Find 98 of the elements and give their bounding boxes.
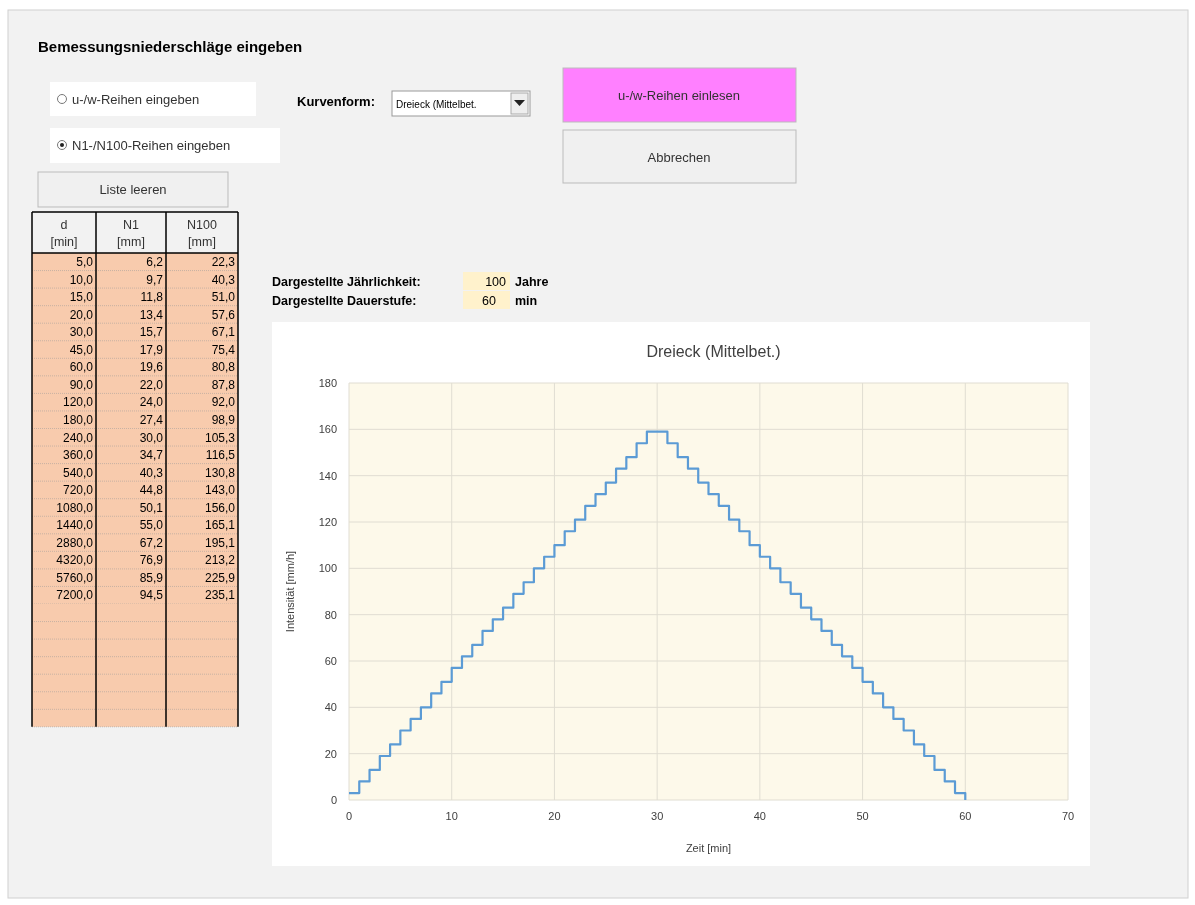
- text: 116,5: [205, 448, 236, 463]
- text: 10,0: [69, 272, 94, 287]
- text: 17,9: [139, 342, 164, 357]
- x-axis-title: Zeit [min]: [685, 842, 732, 854]
- text: 143,0: [204, 483, 236, 498]
- text: 60,0: [69, 360, 94, 375]
- text: Dargestellte Jährlichkeit:: [272, 275, 421, 289]
- text: 360,0: [62, 448, 94, 463]
- text: 44,8: [139, 483, 164, 498]
- text: 90,0: [69, 377, 94, 392]
- text: 45,0: [69, 342, 94, 357]
- text: 213,2: [204, 553, 236, 568]
- x-tick-label: 70: [1061, 810, 1075, 822]
- y-tick-label: 40: [324, 701, 337, 714]
- text: 15,0: [69, 290, 94, 305]
- text: 27,4: [139, 412, 164, 427]
- text: 13,4: [139, 307, 164, 322]
- x-tick-label: 60: [959, 810, 972, 822]
- x-tick-label: 40: [753, 810, 766, 822]
- y-tick-label: 140: [318, 469, 337, 482]
- text: 165,1: [204, 518, 236, 533]
- text: min: [515, 294, 538, 308]
- text: Kurvenform:: [297, 94, 376, 109]
- y-tick-label: 120: [318, 516, 337, 528]
- text: 9,7: [146, 272, 164, 287]
- text: 40,3: [139, 465, 164, 480]
- text: Dargestellte Dauerstufe:: [272, 294, 417, 308]
- text: 50,1: [139, 500, 164, 515]
- text: d [min]: [50, 218, 78, 249]
- text: N1-/N100-Reihen eingeben: [72, 138, 231, 153]
- y-tick-label: 60: [324, 655, 337, 667]
- x-tick-label: 50: [856, 810, 869, 822]
- text: 1080,0: [56, 500, 94, 515]
- text: 156,0: [204, 500, 236, 515]
- text: 225,9: [204, 570, 236, 585]
- text: 92,0: [211, 395, 236, 410]
- text: 6,2: [146, 255, 164, 269]
- text: 19,6: [139, 360, 164, 375]
- text: N100 [mm]: [187, 218, 217, 249]
- text: 76,9: [139, 553, 164, 568]
- y-tick-label: 80: [324, 608, 337, 621]
- text: 11,8: [140, 290, 164, 305]
- text: 67,1: [211, 325, 236, 340]
- text: 34,7: [139, 448, 164, 463]
- y-axis-title: Intensität [mm/h]: [284, 550, 296, 633]
- text: 130,8: [204, 465, 236, 480]
- text: 22,0: [139, 377, 164, 392]
- text: 98,9: [211, 412, 236, 427]
- text: 105,3: [204, 430, 236, 445]
- text: 195,1: [204, 535, 236, 550]
- y-tick-label: 180: [318, 377, 337, 389]
- text: Liste leeren: [99, 182, 167, 197]
- text: 60: [482, 294, 497, 308]
- x-tick-label: 30: [651, 810, 664, 822]
- text: 94,5: [139, 588, 164, 603]
- text: 75,4: [211, 342, 236, 357]
- text: Dreieck (Mittelbet.: [396, 99, 477, 110]
- text: 85,9: [139, 570, 164, 585]
- chart-title: Dreieck (Mittelbet.): [646, 343, 781, 360]
- text: u-/w-Reihen einlesen: [617, 88, 741, 103]
- text: 80,8: [211, 360, 236, 375]
- text: 5760,0: [56, 570, 94, 585]
- x-tick-label: 0: [345, 810, 353, 822]
- text: 30,0: [139, 430, 164, 445]
- text: Bemessungsniederschläge eingeben: [38, 38, 303, 55]
- text: 100: [485, 275, 507, 289]
- text: 1440,0: [56, 518, 94, 533]
- text: 7200,0: [56, 588, 94, 603]
- text: 180,0: [62, 412, 94, 427]
- text: 57,6: [211, 307, 236, 322]
- text: 720,0: [62, 483, 94, 498]
- text: 120,0: [62, 395, 94, 410]
- text: 2880,0: [56, 535, 94, 550]
- text: 22,3: [211, 255, 236, 269]
- text: N1 [mm]: [117, 218, 145, 249]
- text: 235,1: [204, 588, 236, 603]
- y-tick-label: 100: [318, 562, 337, 575]
- text: 30,0: [69, 325, 94, 340]
- y-tick-label: 160: [318, 423, 337, 436]
- text: 87,8: [211, 377, 236, 392]
- text: 55,0: [139, 518, 164, 533]
- text: 67,2: [139, 535, 164, 550]
- text: 20,0: [69, 307, 94, 322]
- text: 240,0: [62, 430, 94, 445]
- text: 51,0: [211, 290, 236, 305]
- text: 24,0: [139, 395, 164, 410]
- text: 40,3: [211, 272, 236, 287]
- text: 4320,0: [56, 553, 94, 568]
- text: 15,7: [139, 325, 164, 340]
- x-tick-label: 10: [445, 810, 458, 822]
- y-tick-label: 0: [330, 794, 337, 806]
- text: 540,0: [62, 465, 94, 480]
- text: Abbrechen: [647, 150, 711, 165]
- text: 5,0: [76, 255, 94, 269]
- text: Jahre: [515, 275, 549, 289]
- x-tick-label: 20: [548, 810, 561, 822]
- y-tick-label: 20: [324, 747, 337, 760]
- text: u-/w-Reihen eingeben: [72, 92, 200, 107]
